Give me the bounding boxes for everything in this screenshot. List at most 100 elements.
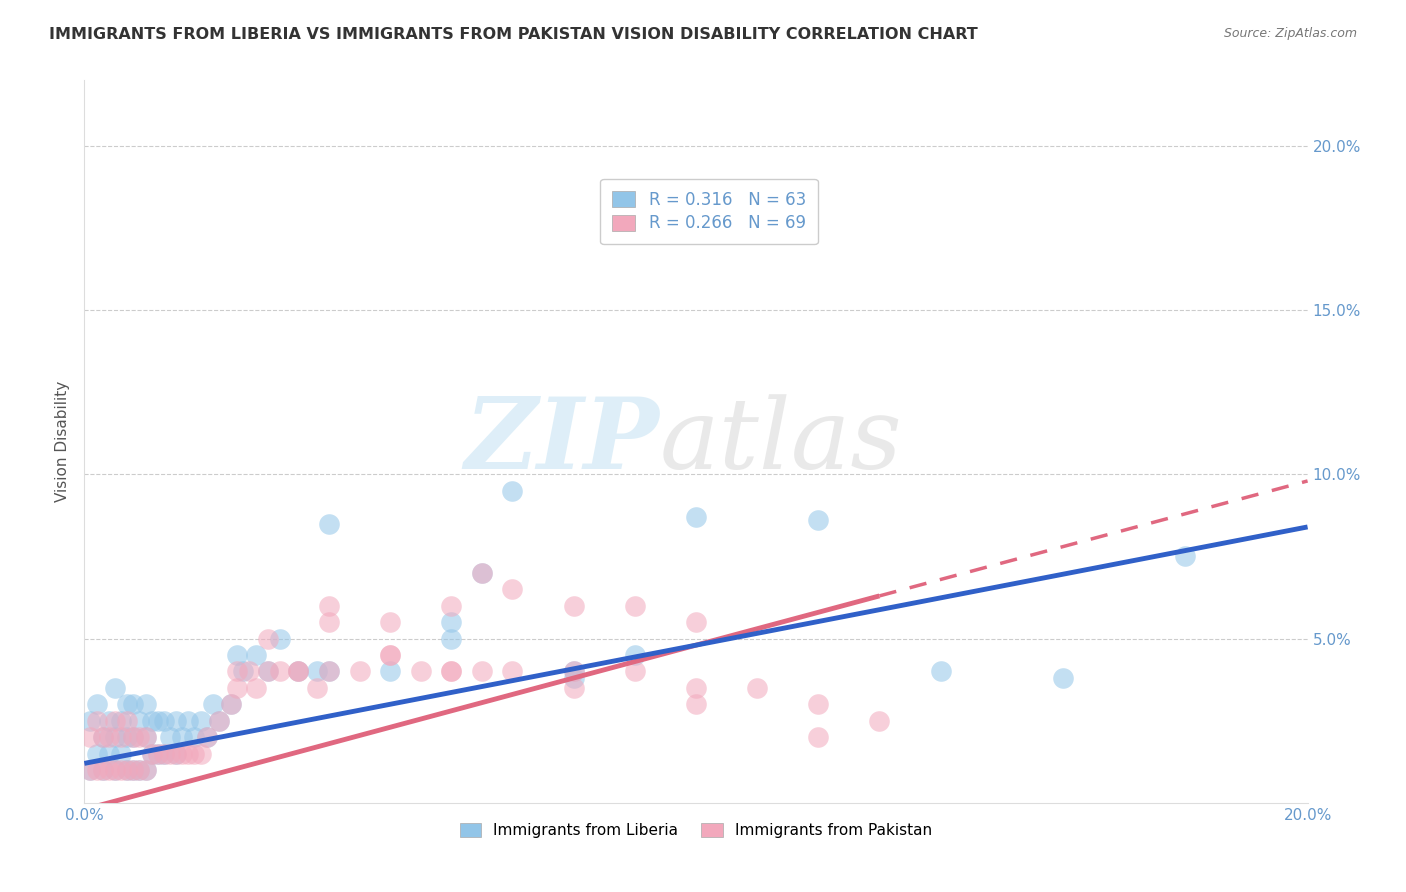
- Point: [115, 763, 138, 777]
- Legend: Immigrants from Liberia, Immigrants from Pakistan: Immigrants from Liberia, Immigrants from…: [453, 815, 939, 846]
- Point: [502, 582, 524, 597]
- Point: [685, 681, 707, 695]
- Point: [122, 698, 145, 712]
- Point: [226, 681, 249, 695]
- Point: [201, 698, 224, 712]
- Point: [305, 681, 328, 695]
- Point: [153, 747, 176, 761]
- Point: [409, 665, 432, 679]
- Point: [685, 510, 707, 524]
- Point: [1174, 549, 1197, 564]
- Point: [79, 730, 101, 744]
- Point: [172, 747, 194, 761]
- Text: ZIP: ZIP: [464, 393, 659, 490]
- Point: [318, 665, 340, 679]
- Point: [122, 730, 145, 744]
- Point: [79, 763, 101, 777]
- Point: [257, 632, 280, 646]
- Point: [471, 566, 494, 580]
- Point: [380, 648, 402, 662]
- Point: [97, 730, 120, 744]
- Point: [122, 763, 145, 777]
- Point: [97, 747, 120, 761]
- Point: [624, 665, 647, 679]
- Point: [562, 665, 585, 679]
- Point: [257, 665, 280, 679]
- Point: [91, 730, 114, 744]
- Point: [141, 747, 163, 761]
- Point: [807, 730, 830, 744]
- Point: [318, 599, 340, 613]
- Point: [195, 730, 218, 744]
- Point: [502, 665, 524, 679]
- Point: [135, 763, 157, 777]
- Point: [318, 516, 340, 531]
- Point: [440, 599, 463, 613]
- Y-axis label: Vision Disability: Vision Disability: [55, 381, 70, 502]
- Point: [159, 747, 181, 761]
- Point: [624, 599, 647, 613]
- Point: [97, 714, 120, 728]
- Point: [747, 681, 769, 695]
- Point: [190, 747, 212, 761]
- Point: [110, 747, 132, 761]
- Point: [238, 665, 260, 679]
- Point: [219, 698, 242, 712]
- Point: [104, 730, 127, 744]
- Point: [165, 747, 187, 761]
- Point: [380, 615, 402, 630]
- Point: [685, 698, 707, 712]
- Point: [97, 763, 120, 777]
- Point: [807, 698, 830, 712]
- Point: [190, 714, 212, 728]
- Point: [104, 714, 127, 728]
- Point: [219, 698, 242, 712]
- Point: [104, 763, 127, 777]
- Point: [141, 714, 163, 728]
- Point: [135, 730, 157, 744]
- Point: [624, 648, 647, 662]
- Point: [172, 730, 194, 744]
- Point: [232, 665, 254, 679]
- Point: [1052, 671, 1074, 685]
- Point: [159, 730, 181, 744]
- Point: [226, 648, 249, 662]
- Point: [86, 698, 108, 712]
- Point: [128, 763, 150, 777]
- Point: [141, 747, 163, 761]
- Point: [349, 665, 371, 679]
- Point: [115, 698, 138, 712]
- Point: [183, 730, 205, 744]
- Point: [318, 615, 340, 630]
- Point: [562, 665, 585, 679]
- Point: [287, 665, 309, 679]
- Point: [245, 681, 267, 695]
- Point: [110, 730, 132, 744]
- Point: [165, 747, 187, 761]
- Point: [226, 665, 249, 679]
- Point: [269, 665, 291, 679]
- Point: [104, 763, 127, 777]
- Point: [562, 681, 585, 695]
- Point: [257, 665, 280, 679]
- Point: [91, 730, 114, 744]
- Point: [177, 747, 200, 761]
- Point: [115, 714, 138, 728]
- Point: [177, 714, 200, 728]
- Point: [208, 714, 231, 728]
- Point: [153, 714, 176, 728]
- Point: [135, 763, 157, 777]
- Point: [305, 665, 328, 679]
- Point: [91, 763, 114, 777]
- Point: [135, 730, 157, 744]
- Point: [91, 763, 114, 777]
- Text: atlas: atlas: [659, 394, 903, 489]
- Point: [128, 730, 150, 744]
- Point: [807, 513, 830, 527]
- Point: [287, 665, 309, 679]
- Point: [104, 681, 127, 695]
- Point: [440, 665, 463, 679]
- Point: [195, 730, 218, 744]
- Point: [146, 747, 169, 761]
- Text: Source: ZipAtlas.com: Source: ZipAtlas.com: [1223, 27, 1357, 40]
